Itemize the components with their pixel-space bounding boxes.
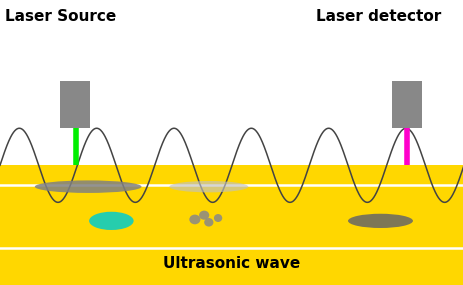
Ellipse shape: [169, 181, 248, 192]
Ellipse shape: [189, 215, 200, 224]
Ellipse shape: [213, 214, 222, 222]
Bar: [60, 81, 90, 128]
Bar: [0, 165, 463, 285]
Ellipse shape: [89, 212, 133, 230]
Text: Ultrasonic wave: Ultrasonic wave: [163, 256, 300, 271]
Text: Laser Source: Laser Source: [5, 9, 116, 24]
Bar: [391, 81, 421, 128]
Text: Laser detector: Laser detector: [315, 9, 440, 24]
Ellipse shape: [199, 211, 209, 220]
Ellipse shape: [347, 214, 412, 228]
Ellipse shape: [35, 180, 141, 193]
Ellipse shape: [204, 218, 213, 227]
